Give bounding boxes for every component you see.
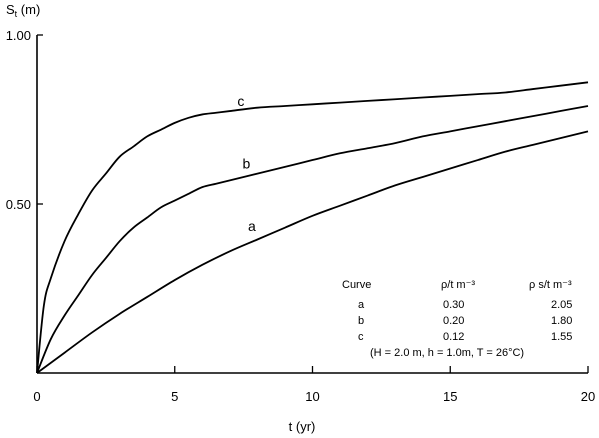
legend-row-b-rho: 0.20 — [443, 315, 464, 327]
y-axis-title-sub: t — [15, 9, 18, 19]
series-line-b — [36, 105, 589, 374]
curve-label-b: b — [242, 156, 250, 172]
series-line-a — [36, 130, 589, 374]
y-tick-label: 0.50 — [6, 197, 31, 212]
legend-row-c-rho-s: 1.55 — [551, 331, 572, 343]
y-axis-title: St (m) — [6, 2, 40, 19]
legend-header-rho: ρ/t m⁻³ — [441, 279, 475, 291]
legend-header-curve: Curve — [342, 279, 371, 291]
legend-row-b-curve: b — [358, 315, 364, 327]
legend-row-a-rho-s: 2.05 — [551, 299, 572, 311]
axes — [36, 35, 588, 374]
y-tick-label: 1.00 — [6, 28, 31, 43]
curve-label-c: c — [237, 93, 244, 109]
x-tick-label: 0 — [33, 389, 40, 404]
legend-header-rho-s: ρ s/t m⁻³ — [529, 279, 572, 291]
ticks: 0 5 10 15 20 0.50 1.00 — [6, 28, 596, 404]
curve-labels: c b a — [237, 93, 256, 234]
x-tick-label: 15 — [443, 389, 457, 404]
legend-row-c-curve: c — [358, 331, 364, 343]
legend-row-a-curve: a — [358, 299, 365, 311]
curves — [36, 81, 589, 374]
y-axis-title-unit: (m) — [17, 2, 40, 17]
x-tick-label: 5 — [171, 389, 178, 404]
legend-row-c-rho: 0.12 — [443, 331, 464, 343]
x-tick-label: 20 — [581, 389, 595, 404]
series-line-c — [36, 81, 589, 374]
legend-row-b-rho-s: 1.80 — [551, 315, 572, 327]
curve-label-a: a — [248, 218, 256, 234]
x-axis-title: t (yr) — [289, 419, 316, 434]
y-axis-title-main: S — [6, 2, 15, 17]
legend-row-a-rho: 0.30 — [443, 299, 464, 311]
legend-note: (H = 2.0 m, h = 1.0m, T = 26°C) — [370, 347, 524, 359]
legend-table: Curve ρ/t m⁻³ ρ s/t m⁻³ a 0.30 2.05 b 0.… — [342, 279, 572, 359]
x-tick-label: 10 — [305, 389, 319, 404]
